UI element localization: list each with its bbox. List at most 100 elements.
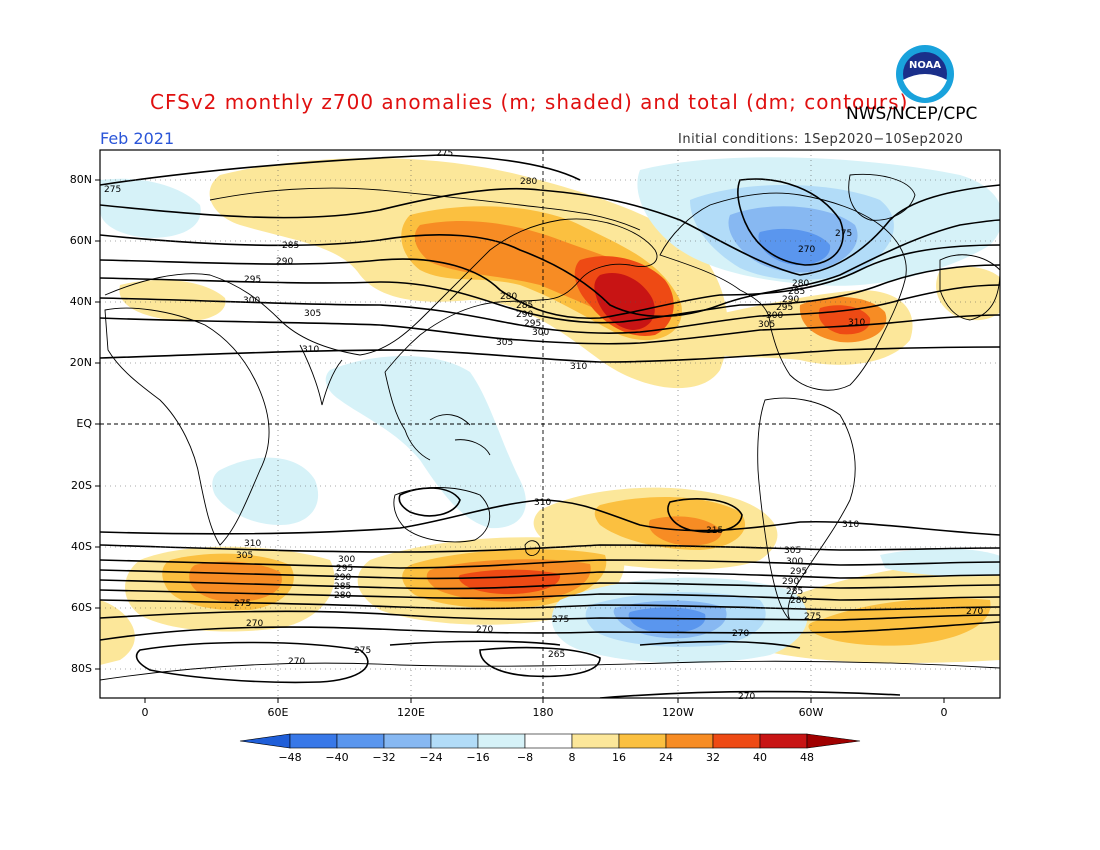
contour-label: 275: [104, 185, 121, 195]
contour-label: 305: [304, 309, 321, 319]
contour-label: 275: [804, 612, 821, 622]
anomaly-pos-europe: [936, 266, 1000, 321]
contour-label-group: 275 280 275 285 290 295 300 305 310 280 …: [104, 149, 983, 702]
colorbar-swatch: [336, 733, 385, 749]
contour-label: 305: [496, 338, 513, 348]
contour-label: 305: [784, 546, 801, 556]
contour-label: 305: [758, 320, 775, 330]
colorbar-label: 16: [612, 751, 626, 764]
logo-text: NOAA: [909, 60, 941, 71]
colorbar-label: 32: [706, 751, 720, 764]
lat-label: 60S: [71, 601, 92, 614]
contour-label: 285: [516, 301, 533, 311]
colorbar-swatch: [524, 733, 573, 749]
coast-africa: [104, 307, 270, 546]
grid-lines: [100, 150, 1000, 698]
colorbar-label: −32: [372, 751, 396, 764]
contour-label: 270: [738, 692, 755, 702]
contour-label: 290: [782, 295, 799, 305]
contour-label: 270: [476, 625, 493, 635]
noaa-logo-icon: NOAA: [896, 45, 954, 103]
lat-label: 20S: [71, 479, 92, 492]
contour-label: 295: [336, 564, 353, 574]
contour-label: 280: [500, 292, 517, 302]
contour-label: 295: [524, 319, 541, 329]
contour-label: 275: [234, 599, 251, 609]
colorbar-swatch: [759, 733, 808, 749]
contour-label: 285: [282, 241, 299, 251]
anomaly-neg-africa: [212, 457, 319, 525]
anomaly-shading: [100, 157, 1000, 665]
contour-290-n: [100, 244, 1000, 320]
colorbar-swatch: [383, 733, 432, 749]
contour-label: 270: [966, 607, 983, 617]
lon-label: 120E: [397, 706, 425, 719]
contour-label: 295: [244, 275, 261, 285]
contour-270-s: [100, 621, 1000, 641]
lat-label: 40N: [69, 295, 92, 308]
contour-label: 315: [706, 526, 723, 536]
contour-label: 290: [276, 257, 293, 267]
colorbar-swatch: [289, 733, 338, 749]
contour-280-n: [100, 184, 1000, 276]
contour-285-n: [100, 219, 1000, 317]
contour-label: 300: [243, 296, 260, 306]
colorbar-label: −24: [419, 751, 443, 764]
lon-label: 180: [532, 706, 554, 719]
contour-label: 280: [520, 177, 537, 187]
contour-label: 285: [334, 582, 351, 592]
lon-label: 60W: [798, 706, 824, 719]
colorbar-swatch: [618, 733, 667, 749]
contour-270-bottom: [599, 690, 901, 698]
contour-label: 270: [288, 657, 305, 667]
contour-label: 290: [516, 310, 533, 320]
lon-label: 120W: [662, 706, 694, 719]
forecast-period: Feb 2021: [100, 129, 175, 148]
anomaly-neg-tropical-wp: [325, 355, 526, 529]
contour-275-n: [100, 154, 581, 186]
contour-310-n: [100, 346, 1000, 363]
colorbar-arrow-right: [806, 733, 861, 749]
contour-280-s: [100, 599, 1000, 611]
colorbar-swatch: [712, 733, 761, 749]
contour-300-s: [100, 559, 1000, 569]
contour-label: 300: [532, 328, 549, 338]
contour-295-n: [100, 264, 1000, 324]
coastlines: [100, 173, 1000, 681]
colorbar-arrow-left: [239, 733, 291, 749]
contour-label: 275: [835, 229, 852, 239]
colorbar-label: −8: [516, 751, 534, 764]
height-contours: [100, 154, 1000, 698]
colorbar-label: −16: [466, 751, 490, 764]
colorbar-label: −40: [325, 751, 349, 764]
coast-eurasia: [104, 218, 658, 373]
contour-label: 280: [792, 279, 809, 289]
lat-label: 40S: [71, 540, 92, 553]
contour-290-s: [100, 579, 1000, 590]
contour-295-s: [100, 569, 1000, 580]
agency-label: NWS/NCEP/CPC: [846, 104, 978, 124]
contour-270-antarctic: [135, 641, 369, 684]
contour-label: 300: [786, 557, 803, 567]
lat-label: 80N: [69, 173, 92, 186]
contour-label: 295: [776, 303, 793, 313]
contour-label: 275: [552, 615, 569, 625]
contour-265-antarctic: [479, 646, 601, 678]
colorbar-label: −48: [278, 751, 302, 764]
contour-300-n: [100, 284, 1000, 334]
contour-275-antarctic: [389, 640, 801, 649]
lon-label: 60E: [267, 706, 289, 719]
coast-australia: [393, 487, 490, 543]
colorbar-label: 8: [568, 751, 576, 764]
lat-label: EQ: [76, 417, 92, 430]
colorbar-label: 40: [753, 751, 767, 764]
contour-label: 310: [842, 520, 859, 530]
lon-label: 0: [141, 706, 149, 719]
lat-label: 20N: [69, 356, 92, 369]
colorbar-label: 24: [659, 751, 673, 764]
anomaly-neg-s-pacific-4: [628, 607, 706, 634]
contour-label: 280: [790, 596, 807, 606]
initial-conditions: Initial conditions: 1Sep2020−10Sep2020: [678, 132, 964, 147]
contour-label: 270: [246, 619, 263, 629]
